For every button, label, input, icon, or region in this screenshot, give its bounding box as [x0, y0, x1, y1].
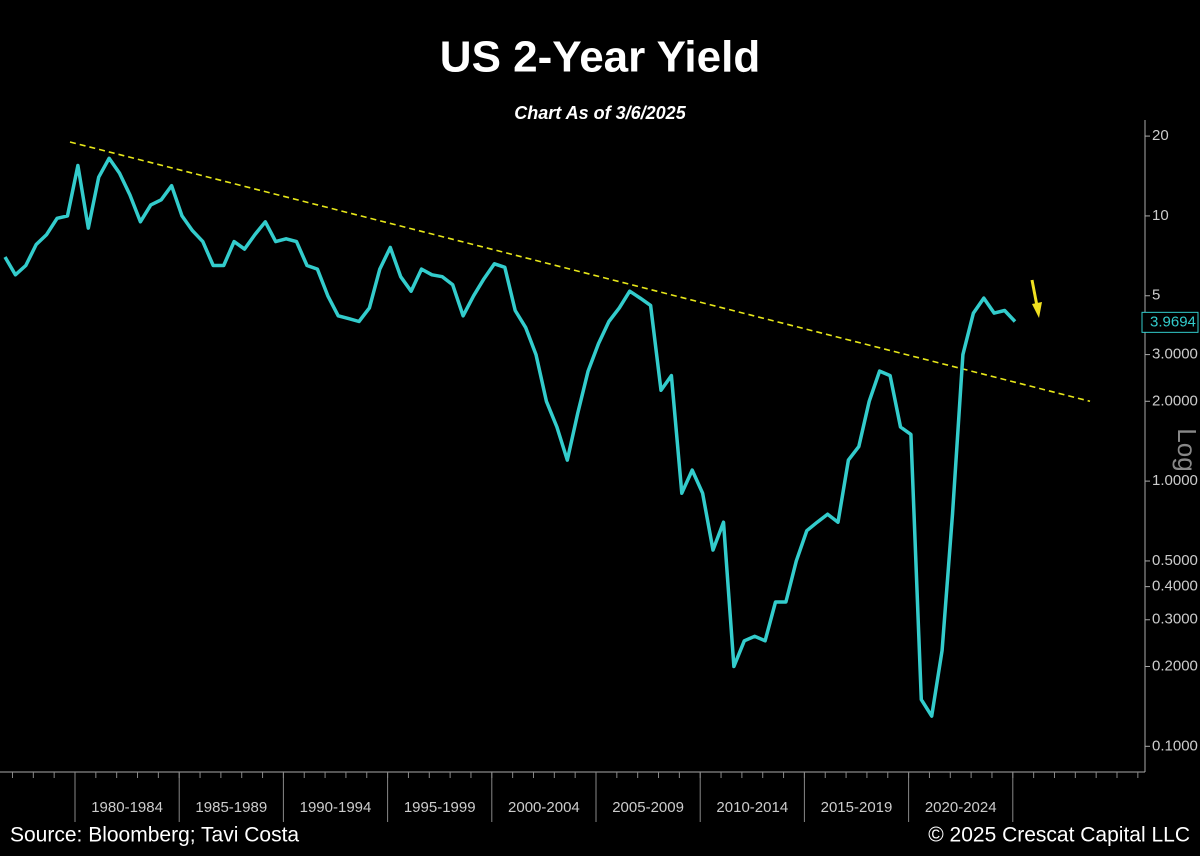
x-tick-label: 1980-1984 — [91, 799, 163, 816]
arrow-annotation — [1030, 279, 1042, 318]
y-tick-label: 1.0000 — [1152, 472, 1198, 489]
chart-title: US 2-Year Yield — [440, 33, 760, 82]
last-value-box — [1141, 311, 1199, 333]
last-value-label: 3.9694 — [1150, 313, 1196, 330]
x-tick-label: 1995-1999 — [404, 799, 476, 816]
y-tick-label: 0.5000 — [1152, 552, 1198, 569]
x-tick-label: 2000-2004 — [508, 799, 580, 816]
y-tick-label: 3.0000 — [1152, 346, 1198, 363]
y-tick-label: 5 — [1152, 287, 1160, 304]
y-tick-label: 0.3000 — [1152, 611, 1198, 628]
log-label: Log — [1172, 428, 1200, 471]
trendline — [69, 141, 1091, 403]
y-tick-label: 0.1000 — [1152, 737, 1198, 754]
y-tick-label: 0.4000 — [1152, 578, 1198, 595]
series-line — [3, 156, 1017, 718]
copyright: © 2025 Crescat Capital LLC — [928, 824, 1190, 847]
y-tick-label: 10 — [1152, 207, 1169, 224]
x-tick-label: 2010-2014 — [716, 799, 788, 816]
y-tick-label: 20 — [1152, 127, 1169, 144]
y-tick-label: 0.2000 — [1152, 657, 1198, 674]
x-tick-label: 2005-2009 — [612, 799, 684, 816]
x-tick-label: 1985-1989 — [195, 799, 267, 816]
x-tick-label: 2015-2019 — [821, 799, 893, 816]
y-tick-label: 2.0000 — [1152, 392, 1198, 409]
x-tick-label: 2020-2024 — [925, 799, 997, 816]
x-tick-label: 1990-1994 — [300, 799, 372, 816]
chart-subtitle: Chart As of 3/6/2025 — [514, 103, 686, 123]
source: Source: Bloomberg; Tavi Costa — [10, 824, 299, 847]
